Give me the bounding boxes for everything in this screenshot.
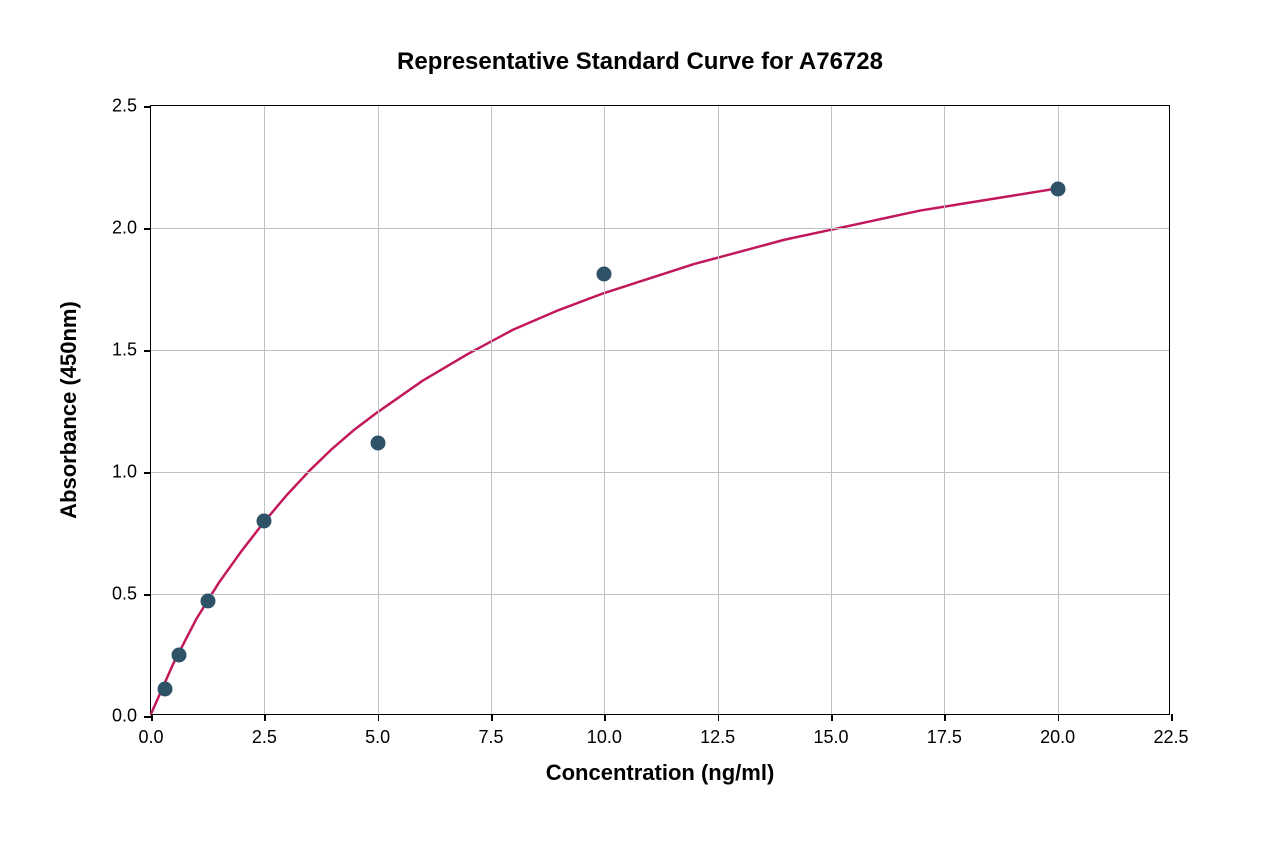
x-tick bbox=[264, 714, 266, 721]
data-point bbox=[200, 594, 215, 609]
chart-title: Representative Standard Curve for A76728 bbox=[397, 48, 883, 76]
x-tick bbox=[944, 714, 946, 721]
y-tick-label: 0.5 bbox=[112, 584, 137, 605]
grid-line-horizontal bbox=[151, 472, 1169, 473]
data-point bbox=[158, 682, 173, 697]
x-tick-label: 22.5 bbox=[1153, 727, 1188, 748]
x-axis-label: Concentration (ng/ml) bbox=[546, 760, 775, 786]
y-tick bbox=[144, 350, 151, 352]
data-point bbox=[1050, 181, 1065, 196]
y-tick-label: 0.0 bbox=[112, 706, 137, 727]
x-tick bbox=[831, 714, 833, 721]
x-tick bbox=[491, 714, 493, 721]
y-tick bbox=[144, 716, 151, 718]
y-tick bbox=[144, 106, 151, 108]
grid-line-vertical bbox=[264, 106, 265, 714]
grid-line-vertical bbox=[1058, 106, 1059, 714]
x-tick-label: 2.5 bbox=[252, 727, 277, 748]
grid-line-horizontal bbox=[151, 350, 1169, 351]
x-tick-label: 15.0 bbox=[813, 727, 848, 748]
x-tick bbox=[604, 714, 606, 721]
y-tick-label: 1.5 bbox=[112, 340, 137, 361]
x-tick bbox=[151, 714, 153, 721]
x-tick bbox=[718, 714, 720, 721]
x-tick bbox=[378, 714, 380, 721]
x-tick bbox=[1058, 714, 1060, 721]
x-tick-label: 5.0 bbox=[365, 727, 390, 748]
y-tick-label: 2.0 bbox=[112, 218, 137, 239]
x-tick-label: 17.5 bbox=[927, 727, 962, 748]
grid-line-vertical bbox=[831, 106, 832, 714]
x-tick-label: 12.5 bbox=[700, 727, 735, 748]
x-tick-label: 20.0 bbox=[1040, 727, 1075, 748]
x-tick-label: 10.0 bbox=[587, 727, 622, 748]
plot-area: 0.02.55.07.510.012.515.017.520.022.50.00… bbox=[150, 105, 1170, 715]
x-tick-label: 7.5 bbox=[478, 727, 503, 748]
grid-line-vertical bbox=[718, 106, 719, 714]
x-tick-label: 0.0 bbox=[138, 727, 163, 748]
grid-line-horizontal bbox=[151, 594, 1169, 595]
chart-container: Representative Standard Curve for A76728… bbox=[0, 0, 1280, 845]
y-axis-label: Absorbance (450nm) bbox=[56, 301, 82, 519]
x-tick bbox=[1171, 714, 1173, 721]
data-point bbox=[257, 513, 272, 528]
grid-line-vertical bbox=[944, 106, 945, 714]
grid-line-vertical bbox=[604, 106, 605, 714]
fitted-curve-svg bbox=[151, 106, 1169, 714]
y-tick-label: 2.5 bbox=[112, 96, 137, 117]
grid-line-vertical bbox=[491, 106, 492, 714]
y-tick bbox=[144, 472, 151, 474]
y-tick bbox=[144, 228, 151, 230]
grid-line-vertical bbox=[378, 106, 379, 714]
data-point bbox=[370, 435, 385, 450]
y-tick bbox=[144, 594, 151, 596]
grid-line-horizontal bbox=[151, 228, 1169, 229]
y-tick-label: 1.0 bbox=[112, 462, 137, 483]
data-point bbox=[172, 648, 187, 663]
data-point bbox=[597, 267, 612, 282]
